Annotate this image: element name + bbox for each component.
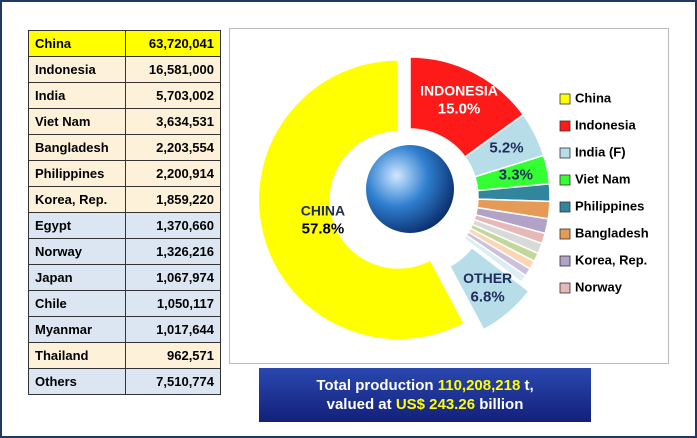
table-row: Japan 1,067,974 [28, 264, 221, 291]
value-cell: 7,510,774 [125, 368, 221, 395]
value-cell: 1,326,216 [125, 238, 221, 265]
value-cell: 3,634,531 [125, 108, 221, 135]
value-label: 15.0% [438, 101, 481, 118]
pie-slice [257, 59, 466, 341]
value-cell: 1,067,974 [125, 264, 221, 291]
table-row: Norway 1,326,216 [28, 238, 221, 265]
table-row: Philippines 2,200,914 [28, 160, 221, 187]
legend-swatch [559, 201, 571, 213]
country-cell: Others [28, 368, 126, 395]
value-label: 3.3% [499, 167, 533, 184]
country-cell: Norway [28, 238, 126, 265]
pie-slice [462, 234, 527, 284]
value-cell: 63,720,041 [125, 30, 221, 57]
table-row: Chile 1,050,117 [28, 290, 221, 317]
summary-value: 110,208,218 [437, 377, 521, 394]
summary-text: t, [520, 377, 534, 394]
summary-text: billion [475, 396, 524, 413]
legend-label: Bangladesh [575, 225, 649, 240]
value-cell: 1,050,117 [125, 290, 221, 317]
value-cell: 962,571 [125, 342, 221, 369]
legend-swatch [559, 255, 571, 267]
legend-label: China [575, 90, 612, 105]
legend-swatch [559, 228, 571, 240]
chart: CHINA 57.8% China INDONESIA 15.0% Indonesia 5.… [229, 28, 669, 364]
value-cell: 1,859,220 [125, 186, 221, 213]
table-row: Myanmar 1,017,644 [28, 316, 221, 343]
legend-swatch [559, 174, 571, 186]
summary-line: valued at US$ 243.26 billion [259, 395, 591, 414]
table-row: Bangladesh 2,203,554 [28, 134, 221, 161]
country-cell: Egypt [28, 212, 126, 239]
table-row: Indonesia 16,581,000 [28, 56, 221, 83]
country-cell: China [28, 30, 126, 57]
country-cell: Japan [28, 264, 126, 291]
legend-label: Korea, Rep. [575, 252, 647, 267]
legend-label: Indonesia [575, 117, 636, 132]
slice-label: INDONESIA [420, 82, 498, 98]
value-cell: 1,370,660 [125, 212, 221, 239]
summary-box: Total production 110,208,218 t, valued a… [259, 368, 591, 422]
legend-label: Norway [575, 279, 623, 294]
legend-swatch [559, 93, 571, 105]
country-cell: Bangladesh [28, 134, 126, 161]
slice-label: CHINA [301, 202, 345, 218]
value-cell: 16,581,000 [125, 56, 221, 83]
legend-swatch [559, 147, 571, 159]
legend-label: Philippines [575, 198, 644, 213]
value-cell: 1,017,644 [125, 316, 221, 343]
table-row: Korea, Rep. 1,859,220 [28, 186, 221, 213]
legend-swatch [559, 282, 571, 294]
table-row: Thailand 962,571 [28, 342, 221, 369]
table-row: Others 7,510,774 [28, 368, 221, 395]
slice-label: OTHER [463, 270, 512, 286]
country-cell: Korea, Rep. [28, 186, 126, 213]
table-row: China 63,720,041 [28, 30, 221, 57]
table-row: Egypt 1,370,660 [28, 212, 221, 239]
summary-text: Total production [316, 377, 438, 394]
country-cell: Chile [28, 290, 126, 317]
table-row: Viet Nam 3,634,531 [28, 108, 221, 135]
summary-value: US$ 243.26 [395, 396, 476, 413]
value-cell: 2,200,914 [125, 160, 221, 187]
summary-text: valued at [326, 396, 396, 413]
value-label: 6.8% [471, 288, 505, 305]
country-cell: Indonesia [28, 56, 126, 83]
country-cell: Thailand [28, 342, 126, 369]
globe-icon [366, 145, 454, 233]
country-cell: India [28, 82, 126, 109]
value-label: 5.2% [489, 140, 523, 157]
pie-slice [448, 246, 530, 331]
country-cell: Philippines [28, 160, 126, 187]
legend-label: Viet Nam [575, 171, 630, 186]
value-cell: 2,203,554 [125, 134, 221, 161]
legend-label: India (F) [575, 144, 626, 159]
summary-line: Total production 110,208,218 t, [259, 376, 591, 395]
table-row: India 5,703,002 [28, 82, 221, 109]
country-cell: Myanmar [28, 316, 126, 343]
country-cell: Viet Nam [28, 108, 126, 135]
production-table: China 63,720,041 Indonesia 16,581,000 India 5… [28, 30, 221, 395]
value-cell: 5,703,002 [125, 82, 221, 109]
legend-swatch [559, 120, 571, 132]
value-label: 57.8% [302, 221, 345, 238]
